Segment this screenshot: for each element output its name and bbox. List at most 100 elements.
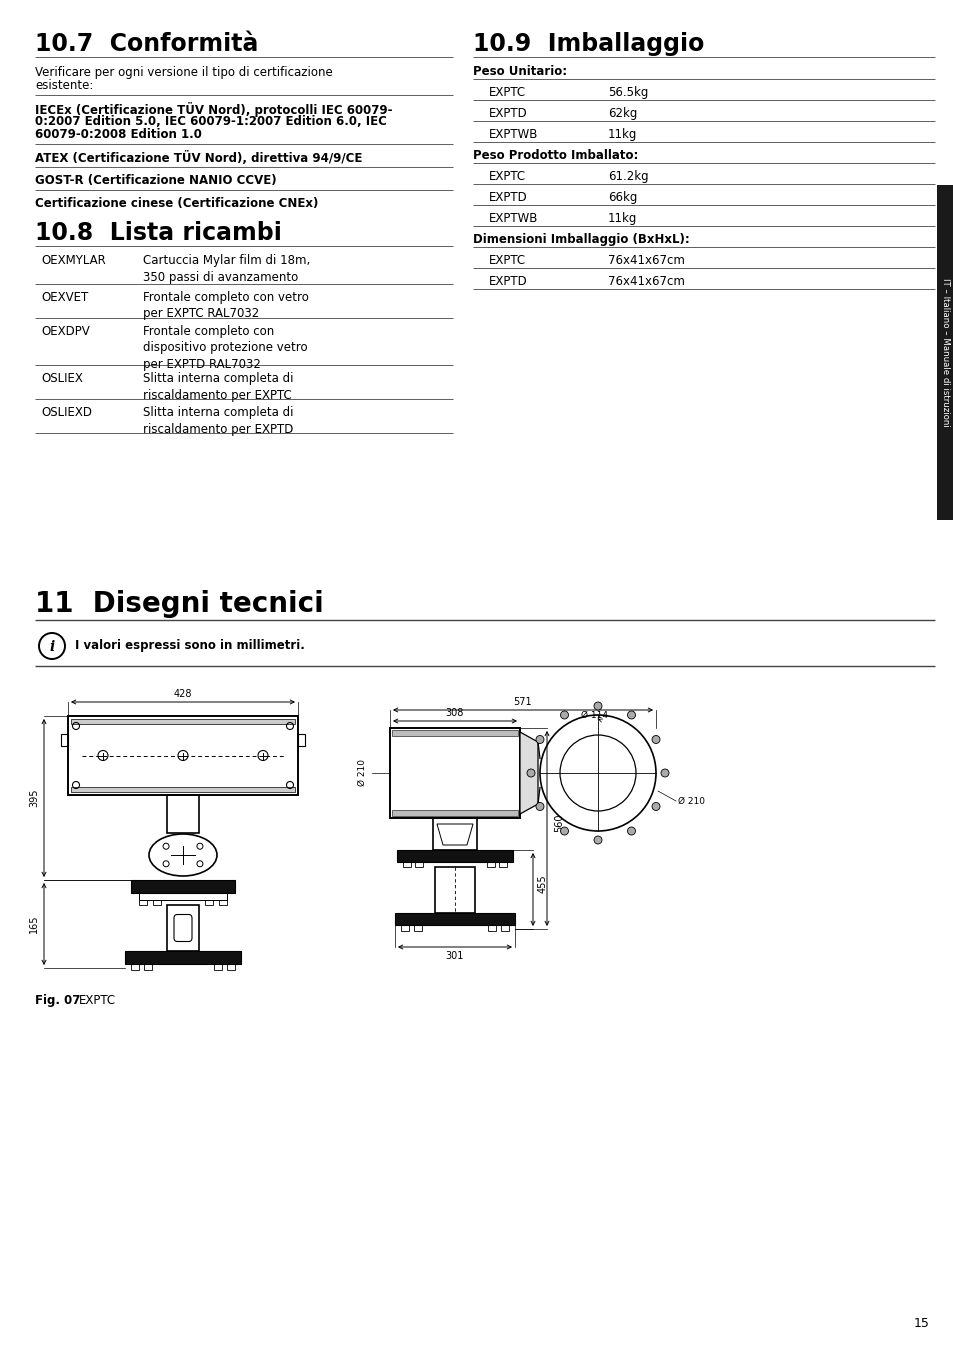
Bar (400, 925, 409, 932)
Circle shape (560, 827, 568, 835)
Bar (486, 862, 495, 867)
Bar (414, 925, 421, 932)
Text: 11kg: 11kg (607, 129, 637, 141)
Text: 60079-0:2008 Edition 1.0: 60079-0:2008 Edition 1.0 (35, 129, 202, 141)
Circle shape (594, 701, 601, 709)
Bar (488, 925, 496, 932)
Bar (68, 716, 297, 795)
Bar (433, 818, 476, 850)
Text: I valori espressi sono in millimetri.: I valori espressi sono in millimetri. (75, 639, 305, 653)
Bar (396, 850, 513, 862)
Text: Slitta interna completa di
riscaldamento per EXPTC: Slitta interna completa di riscaldamento… (143, 372, 294, 402)
Text: Fig. 07: Fig. 07 (35, 994, 80, 1007)
Text: 395: 395 (29, 789, 39, 807)
Text: 61.2kg: 61.2kg (607, 171, 648, 183)
Text: 571: 571 (513, 697, 532, 707)
Bar (139, 894, 227, 900)
Text: Certificazione cinese (Certificazione CNEx): Certificazione cinese (Certificazione CN… (35, 196, 318, 210)
Text: EXPTD: EXPTD (489, 107, 527, 121)
Circle shape (536, 735, 543, 743)
Text: EXPTC: EXPTC (79, 994, 116, 1007)
Text: 62kg: 62kg (607, 107, 637, 121)
Circle shape (651, 803, 659, 811)
Text: GOST-R (Certificazione NANIO CCVE): GOST-R (Certificazione NANIO CCVE) (35, 175, 276, 187)
Text: EXPTD: EXPTD (489, 275, 527, 288)
Text: EXPTWB: EXPTWB (489, 213, 537, 225)
Bar (936, 185, 953, 520)
Bar (144, 964, 152, 969)
Text: ATEX (Certificazione TÜV Nord), direttiva 94/9/CE: ATEX (Certificazione TÜV Nord), direttiv… (35, 152, 362, 165)
Bar (167, 904, 199, 951)
Text: 428: 428 (173, 689, 193, 699)
Bar (395, 913, 515, 925)
Text: EXPTC: EXPTC (489, 87, 525, 99)
Bar (213, 964, 222, 969)
Bar (131, 880, 234, 894)
Text: 15: 15 (913, 1317, 929, 1330)
Text: 0:2007 Edition 5.0, IEC 60079-1:2007 Edition 6.0, IEC: 0:2007 Edition 5.0, IEC 60079-1:2007 Edi… (35, 115, 387, 129)
Bar (152, 900, 161, 904)
Bar (71, 719, 294, 724)
Bar (139, 900, 147, 904)
Text: Ø 210: Ø 210 (678, 796, 704, 806)
Bar (435, 867, 475, 913)
Circle shape (526, 769, 535, 777)
Bar (297, 734, 305, 746)
Text: i: i (50, 640, 54, 654)
Text: 560: 560 (554, 814, 563, 831)
Text: Dimensioni Imballaggio (BxHxL):: Dimensioni Imballaggio (BxHxL): (473, 233, 689, 246)
Text: EXPTWB: EXPTWB (489, 129, 537, 141)
Bar (500, 925, 509, 932)
Text: 11kg: 11kg (607, 213, 637, 225)
Circle shape (660, 769, 668, 777)
Bar (61, 734, 68, 746)
Text: Ø 114: Ø 114 (580, 711, 607, 720)
Bar (167, 795, 199, 833)
Bar (219, 900, 227, 904)
Bar (392, 730, 517, 737)
Bar (498, 862, 506, 867)
Text: 66kg: 66kg (607, 191, 637, 204)
Text: 56.5kg: 56.5kg (607, 87, 648, 99)
Text: Frontale completo con vetro
per EXPTC RAL7032: Frontale completo con vetro per EXPTC RA… (143, 291, 309, 321)
Text: Ø 210: Ø 210 (357, 760, 366, 787)
Text: 11  Disegni tecnici: 11 Disegni tecnici (35, 590, 323, 617)
Circle shape (536, 803, 543, 811)
Text: Slitta interna completa di
riscaldamento per EXPTD: Slitta interna completa di riscaldamento… (143, 406, 294, 436)
Text: IECEx (Certificazione TÜV Nord), protocolli IEC 60079-: IECEx (Certificazione TÜV Nord), protoco… (35, 102, 392, 116)
Bar (227, 964, 234, 969)
Bar (71, 787, 294, 792)
Bar (415, 862, 422, 867)
Circle shape (651, 735, 659, 743)
Text: 10.8  Lista ricambi: 10.8 Lista ricambi (35, 221, 281, 245)
Polygon shape (519, 733, 537, 814)
Bar (205, 900, 213, 904)
Bar (392, 810, 517, 816)
Text: OEXVET: OEXVET (41, 291, 89, 305)
Text: EXPTC: EXPTC (489, 171, 525, 183)
Bar (390, 728, 519, 818)
Bar (402, 862, 411, 867)
Bar (125, 951, 241, 964)
Text: IT – Italiano – Manuale di istruzioni: IT – Italiano – Manuale di istruzioni (940, 278, 949, 427)
Text: Frontale completo con
dispositivo protezione vetro
per EXPTD RAL7032: Frontale completo con dispositivo protez… (143, 325, 307, 371)
Text: Cartuccia Mylar film di 18m,
350 passi di avanzamento: Cartuccia Mylar film di 18m, 350 passi d… (143, 255, 310, 283)
Text: 165: 165 (29, 915, 39, 933)
Text: 301: 301 (445, 951, 464, 961)
Text: 455: 455 (537, 875, 547, 892)
Text: 76x41x67cm: 76x41x67cm (607, 275, 684, 288)
Text: 10.9  Imballaggio: 10.9 Imballaggio (473, 32, 703, 56)
Text: 10.7  Conformità: 10.7 Conformità (35, 32, 258, 56)
Text: Peso Unitario:: Peso Unitario: (473, 65, 566, 79)
Text: OSLIEXD: OSLIEXD (41, 406, 91, 418)
Text: 76x41x67cm: 76x41x67cm (607, 255, 684, 267)
Text: OEXDPV: OEXDPV (41, 325, 90, 338)
Text: EXPTD: EXPTD (489, 191, 527, 204)
Circle shape (627, 711, 635, 719)
Circle shape (627, 827, 635, 835)
Text: OSLIEX: OSLIEX (41, 372, 83, 385)
Circle shape (594, 835, 601, 844)
Text: EXPTC: EXPTC (489, 255, 525, 267)
Bar (131, 964, 139, 969)
Text: OEXMYLAR: OEXMYLAR (41, 255, 106, 267)
